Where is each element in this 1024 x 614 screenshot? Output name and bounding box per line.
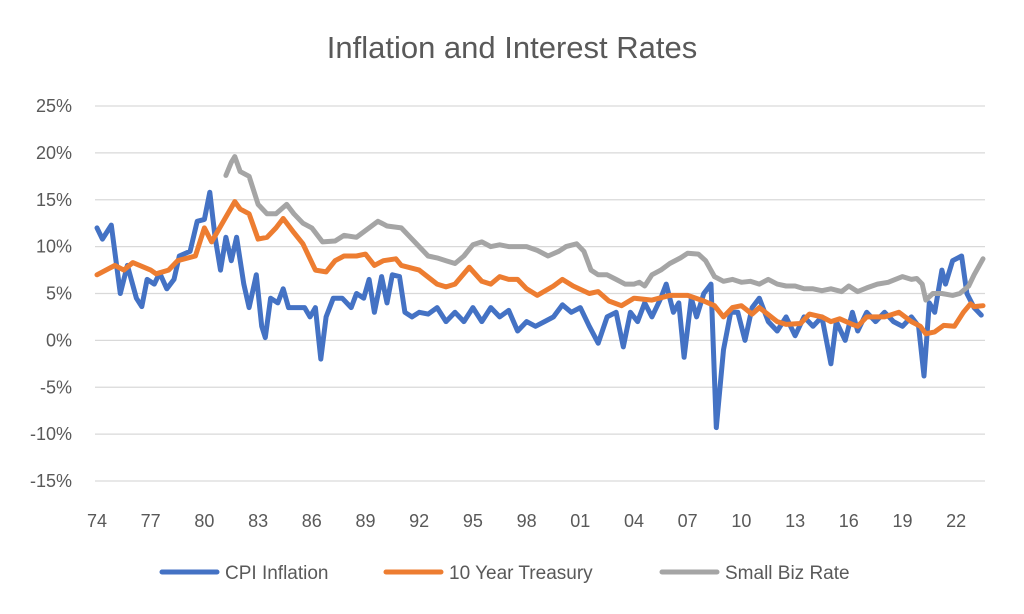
- y-tick-label: -5%: [40, 377, 72, 397]
- series-lines: [94, 154, 986, 431]
- x-tick-label: 92: [409, 511, 429, 531]
- chart-title: Inflation and Interest Rates: [327, 30, 698, 65]
- x-tick-label: 13: [785, 511, 805, 531]
- x-tick-label: 10: [731, 511, 751, 531]
- y-tick-label: 20%: [36, 143, 72, 163]
- y-tick-label: 5%: [46, 284, 72, 304]
- y-tick-label: -10%: [30, 424, 72, 444]
- y-tick-label: 25%: [36, 96, 72, 116]
- legend-label: 10 Year Treasury: [449, 563, 593, 584]
- y-tick-label: -15%: [30, 471, 72, 491]
- y-axis-ticks: 25% 20% 15% 10% 5% 0% -5% -10% -15%: [30, 96, 72, 491]
- series-line-cpi-inflation: [94, 189, 984, 431]
- x-tick-label: 01: [570, 511, 590, 531]
- x-tick-label: 74: [87, 511, 107, 531]
- legend-label: CPI Inflation: [225, 563, 329, 584]
- y-tick-label: 10%: [36, 237, 72, 257]
- x-tick-label: 16: [839, 511, 859, 531]
- x-tick-label: 19: [892, 511, 912, 531]
- y-tick-label: 0%: [46, 330, 72, 350]
- x-tick-label: 86: [302, 511, 322, 531]
- x-tick-label: 80: [194, 511, 214, 531]
- x-tick-label: 98: [517, 511, 537, 531]
- x-tick-label: 89: [355, 511, 375, 531]
- x-tick-label: 22: [946, 511, 966, 531]
- legend-label: Small Biz Rate: [725, 563, 850, 584]
- legend: CPI Inflation 10 Year Treasury Small Biz R…: [159, 563, 850, 584]
- x-axis-ticks: 74 77 80 83 86 89 92 95 98 01 04 07 10 13 16 19 22: [87, 511, 966, 531]
- x-tick-label: 95: [463, 511, 483, 531]
- x-tick-label: 07: [678, 511, 698, 531]
- x-tick-label: 04: [624, 511, 644, 531]
- x-tick-label: 77: [141, 511, 161, 531]
- x-tick-label: 83: [248, 511, 268, 531]
- y-tick-label: 15%: [36, 190, 72, 210]
- series-line-small-biz-rate: [223, 154, 986, 303]
- series-line-10-year-treasury: [94, 199, 986, 337]
